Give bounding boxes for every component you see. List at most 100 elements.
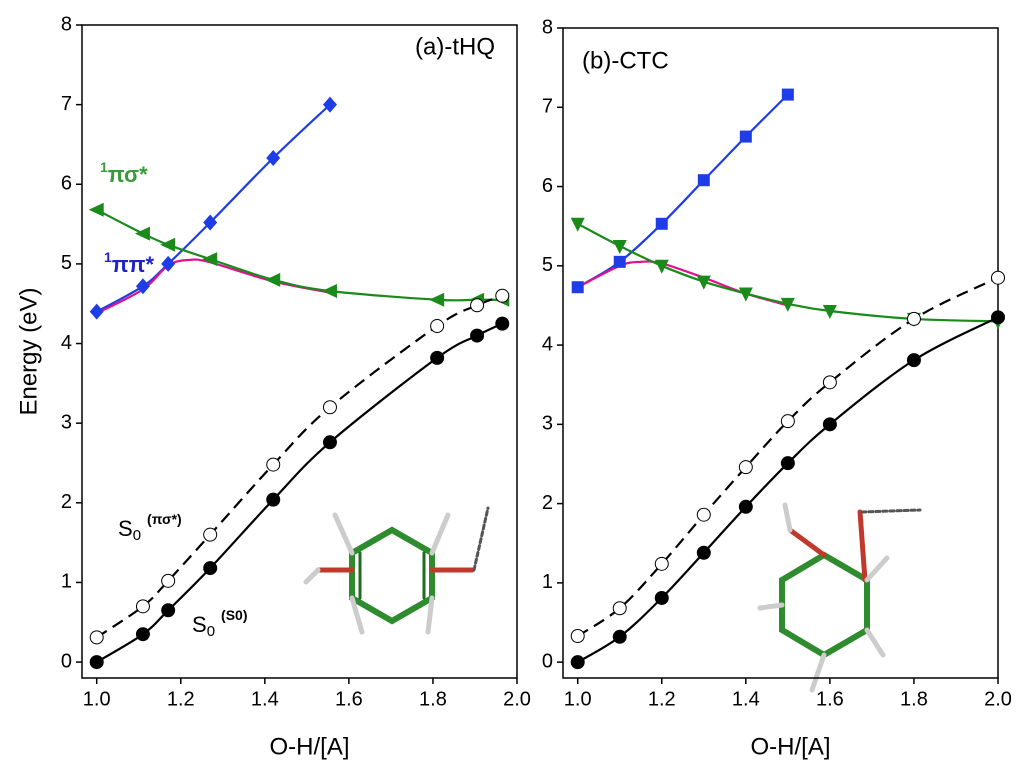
y-tick-label: 2 [61,491,72,513]
x-tick-label: 1.6 [816,688,844,710]
x-tick-label: 1.0 [83,688,111,710]
data-point [136,600,149,613]
y-tick-label: 0 [542,650,553,672]
data-point [89,203,104,217]
data-point [697,546,710,559]
annotation-sub: 0 [133,527,141,544]
x-tick-label: 1.4 [251,688,279,710]
data-point [656,218,668,230]
y-tick-label: 6 [61,173,72,195]
data-point [204,528,217,541]
data-point [90,304,104,320]
data-point [698,174,710,186]
series-line [97,296,503,638]
data-point [323,401,336,414]
y-tick-label: 5 [61,252,72,274]
annotation: S0(S0) [192,607,247,640]
data-point [571,218,585,232]
series-line [578,95,788,288]
series-line [97,105,330,312]
page: 0 1 2 3 4 5 6 7 8 1.0 1.2 1.4 1.6 1.8 2.0 O-H/[A] Energy… [0,0,1018,768]
data-point [90,656,103,669]
molecule-a [306,508,488,632]
data-point [613,240,627,254]
y-tick-label: 4 [542,333,553,355]
series-line [97,324,503,662]
y-tick-label: 3 [61,411,72,433]
data-point [740,131,752,143]
annotation: S0 (πσ*) [118,511,182,544]
series-line [578,317,998,662]
data-point [613,602,626,615]
data-point [739,500,752,513]
annotation-text: πσ* [108,162,148,187]
data-point [162,604,175,617]
data-point [614,256,626,268]
annotation-text: ππ* [112,252,155,277]
data-point [471,329,484,342]
panel-label: (a)-tHQ [415,33,495,60]
data-point [90,631,103,644]
annotation-text: S [118,516,133,541]
data-point [907,354,920,367]
data-point [992,311,1005,324]
data-point [431,320,444,333]
y-axis-label: Energy (eV) [15,287,42,415]
annotation-text: S [192,612,207,637]
data-point [992,271,1005,284]
annotation-sup: (πσ*) [147,511,182,527]
data-point [429,293,444,307]
data-point [204,562,217,575]
y-tick-label: 8 [61,13,72,35]
data-point [496,317,509,330]
data-point [496,289,509,302]
x-axis-label: O-H/[A] [269,733,349,760]
chart: 0 1 2 3 4 5 6 7 8 1.0 1.2 1.4 1.6 1.8 2.0 O-H/[A] Energy… [0,0,1018,763]
data-point [739,461,752,474]
y-tick-label: 7 [61,93,72,115]
x-tick-label: 1.8 [419,688,447,710]
data-point [471,299,484,312]
data-point [267,458,280,471]
annotation: 1ππ* [104,249,154,277]
x-tick-label: 1.4 [732,688,760,710]
data-point [267,493,280,506]
annotation-sub: 0 [207,623,215,640]
data-point [823,376,836,389]
data-point [135,227,150,241]
data-point [162,574,175,587]
data-point [823,418,836,431]
x-tick-label: 2.0 [503,688,531,710]
data-point [782,89,794,101]
y-tick-label: 0 [61,650,72,672]
data-point [781,415,794,428]
y-tick-label: 1 [61,571,72,593]
x-tick-label: 1.2 [648,688,676,710]
data-point [136,628,149,641]
data-point [697,508,710,521]
data-point [160,238,175,252]
data-point [202,252,217,266]
y-tick-label: 7 [542,96,553,118]
y-tick-label: 1 [542,571,553,593]
x-axis-label: O-H/[A] [750,733,830,760]
data-point [571,656,584,669]
series-line [97,210,503,301]
x-tick-label: 1.8 [900,688,928,710]
y-tick-label: 2 [542,492,553,514]
data-point [613,630,626,643]
x-tick-label: 1.2 [167,688,195,710]
data-point [323,436,336,449]
x-tick-label: 1.0 [564,688,592,710]
y-tick-label: 6 [542,175,553,197]
data-point [655,591,668,604]
data-point [781,457,794,470]
y-tick-label: 4 [61,332,72,354]
y-tick-label: 8 [542,16,553,38]
data-point [431,351,444,364]
plot-frame [82,25,517,678]
panel-label: (b)-CTC [582,47,669,74]
data-point [572,281,584,293]
data-point [322,284,337,298]
annotation: 1πσ* [100,159,148,187]
